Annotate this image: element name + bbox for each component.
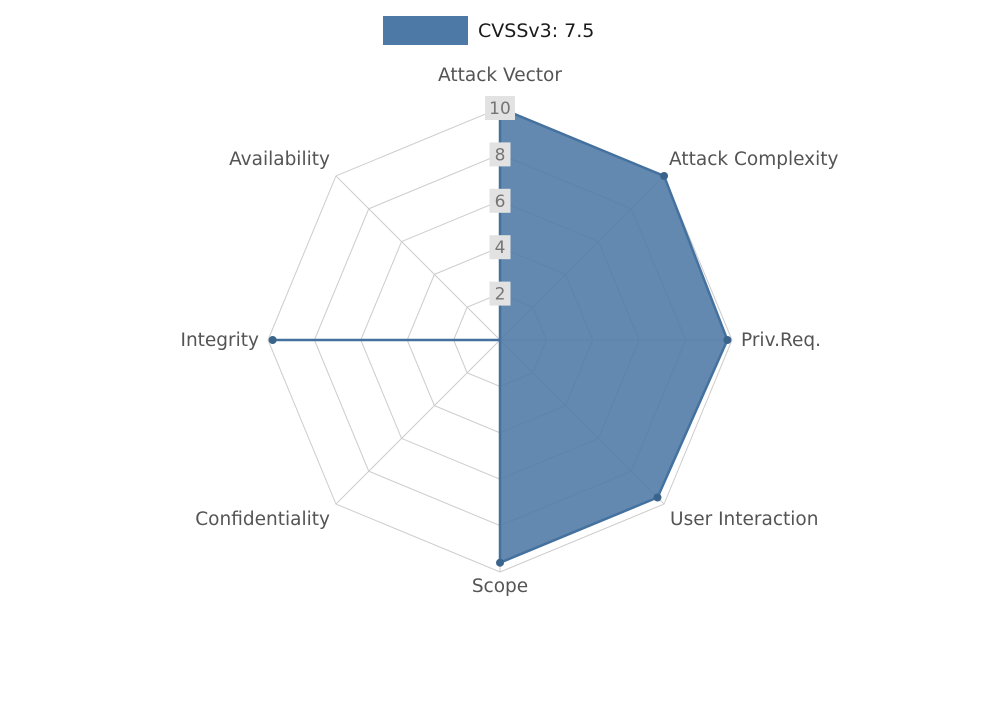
legend-swatch <box>383 16 468 45</box>
axis-label-confidentiality: Confidentiality <box>195 509 330 530</box>
tick-box <box>485 96 515 120</box>
vertex-dot <box>653 493 662 502</box>
axis-label-attack-complexity: Attack Complexity <box>669 149 838 170</box>
tick-label: 2 <box>495 285 506 305</box>
axis-label-priv-req: Priv.Req. <box>741 330 821 351</box>
tick-label: 8 <box>495 145 506 165</box>
legend: CVSSv3: 7.5 <box>383 16 594 45</box>
axis-label-scope: Scope <box>472 576 528 597</box>
axis-label-availability: Availability <box>229 149 330 170</box>
axis-label-integrity: Integrity <box>180 330 259 351</box>
tick-box <box>489 188 511 213</box>
vertex-dot <box>496 558 504 567</box>
vertex-dot <box>660 171 669 180</box>
vertex-dot <box>268 336 277 344</box>
vertex-dot <box>723 336 732 344</box>
tick-label: 10 <box>489 99 511 119</box>
axis-spoke <box>335 175 501 341</box>
axis-label-user-interaction: User Interaction <box>670 509 818 530</box>
tick-label: 4 <box>495 238 506 258</box>
tick-box <box>489 281 511 306</box>
tick-box <box>489 142 511 167</box>
axis-label-attack-vector: Attack Vector <box>438 65 562 86</box>
axis-spoke <box>335 339 501 505</box>
tick-box <box>489 235 511 260</box>
tick-label: 6 <box>495 192 506 212</box>
legend-label: CVSSv3: 7.5 <box>478 19 595 42</box>
